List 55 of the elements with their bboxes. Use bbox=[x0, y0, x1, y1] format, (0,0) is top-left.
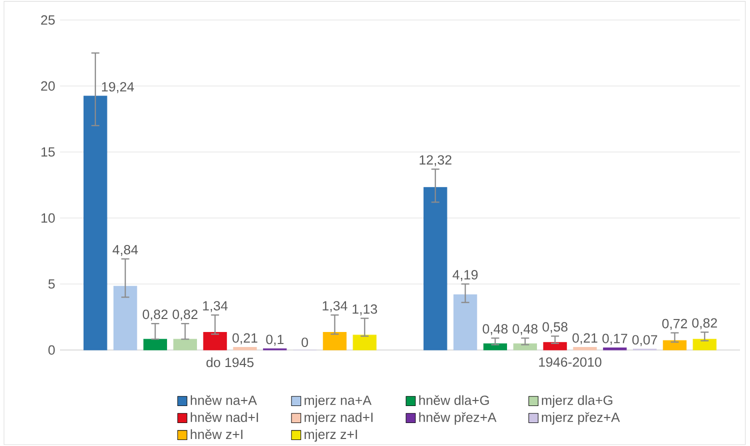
bar bbox=[603, 347, 627, 350]
data-label: 0,82 bbox=[692, 318, 717, 330]
bar bbox=[322, 332, 347, 350]
data-label: 0,72 bbox=[662, 318, 688, 330]
bar bbox=[424, 187, 448, 350]
bar bbox=[84, 96, 108, 350]
legend-label: hněw přez+A bbox=[419, 412, 496, 425]
bar bbox=[203, 332, 227, 350]
legend-label: hněw nad+I bbox=[190, 412, 258, 422]
bar bbox=[483, 343, 508, 350]
bar bbox=[662, 340, 687, 350]
data-label: 0,21 bbox=[572, 333, 598, 344]
y-tick-label: 15 bbox=[41, 147, 55, 157]
x-tick-label: 1946-2010 bbox=[539, 357, 602, 367]
y-tick-label: 20 bbox=[41, 81, 55, 91]
legend-label: mjerz z+I bbox=[304, 429, 357, 442]
bar bbox=[113, 286, 138, 350]
bar bbox=[513, 343, 537, 350]
data-label: 0,21 bbox=[232, 333, 258, 344]
bar bbox=[233, 346, 257, 350]
bar bbox=[453, 294, 478, 350]
bar bbox=[173, 338, 197, 350]
y-tick-label: 10 bbox=[41, 213, 55, 223]
legend-label: mjerz přez+A bbox=[542, 412, 620, 425]
legend-label: mjerz na+A bbox=[304, 395, 372, 408]
bar bbox=[543, 342, 567, 350]
legend-label: hněw z+I bbox=[190, 429, 242, 440]
data-label: 4,19 bbox=[452, 270, 478, 282]
bar bbox=[692, 338, 716, 350]
data-label: 1,34 bbox=[203, 301, 228, 312]
data-label: 0,82 bbox=[172, 310, 198, 321]
bar bbox=[143, 338, 168, 350]
data-label: 0,17 bbox=[602, 334, 628, 345]
y-tick-label: 5 bbox=[48, 279, 55, 289]
data-label: 0 bbox=[302, 338, 308, 348]
data-label: 0,07 bbox=[632, 335, 658, 346]
data-label: 0,1 bbox=[266, 334, 284, 346]
data-label: 12,32 bbox=[420, 155, 452, 166]
y-tick-label: 25 bbox=[41, 15, 55, 25]
data-label: 0,58 bbox=[542, 322, 568, 334]
x-tick-label: do 1945 bbox=[206, 357, 254, 368]
data-label: 4,84 bbox=[112, 244, 138, 256]
data-label: 0,48 bbox=[482, 324, 508, 336]
legend-label: hněw na+A bbox=[190, 395, 257, 406]
data-label: 19,24 bbox=[102, 82, 134, 94]
bar bbox=[573, 346, 597, 350]
legend-label: mjerz dla+G bbox=[542, 395, 612, 408]
data-label: 0,82 bbox=[142, 310, 168, 321]
data-label: 0,48 bbox=[512, 324, 538, 336]
data-label: 1,13 bbox=[352, 304, 378, 316]
legend-label: hněw dla+G bbox=[419, 395, 489, 406]
bar bbox=[352, 334, 376, 350]
data-label: 1,34 bbox=[322, 301, 348, 312]
legend-label: mjerz nad+I bbox=[304, 412, 373, 425]
y-tick-label: 0 bbox=[48, 345, 55, 355]
